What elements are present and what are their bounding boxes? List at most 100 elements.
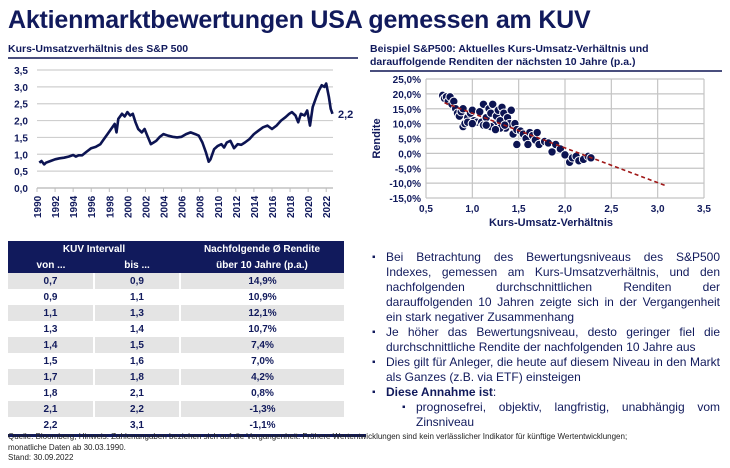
table-row: 1,4 1,5 7,4% bbox=[8, 337, 344, 353]
bullet-item: Je höher das Bewertungsniveau, desto ger… bbox=[372, 325, 720, 355]
y-tick-label: 2,5 bbox=[14, 100, 28, 111]
scatter-point bbox=[488, 99, 498, 109]
left-title-rule bbox=[8, 57, 358, 59]
x-tick-label: 2004 bbox=[160, 195, 171, 218]
bullet-item-assumption: Diese Annahme ist: bbox=[372, 385, 720, 400]
assumption-label: Diese Annahme ist bbox=[386, 385, 493, 399]
return-header-line1: Nachfolgende Ø Rendite bbox=[180, 241, 344, 257]
table-row: 0,9 1,1 10,9% bbox=[8, 289, 344, 305]
return-cell: 4,2% bbox=[180, 369, 344, 385]
table-row: 0,7 0,9 14,9% bbox=[8, 273, 344, 289]
kuv-from-cell: 1,8 bbox=[8, 385, 95, 401]
scatter-point bbox=[467, 118, 478, 129]
x-tick-label: 1998 bbox=[105, 195, 116, 218]
kuv-from-cell: 1,3 bbox=[8, 321, 95, 337]
return-cell: 10,7% bbox=[180, 321, 344, 337]
kuv-interval-header: KUV Intervall bbox=[8, 241, 180, 257]
kuv-to-cell: 1,4 bbox=[94, 321, 181, 337]
kuv-from-cell: 1,5 bbox=[8, 353, 95, 369]
x-tick-label: 2,5 bbox=[604, 204, 618, 215]
x-tick-label: 2006 bbox=[178, 195, 189, 218]
return-cell: -1,3% bbox=[180, 401, 344, 417]
kuv-from-cell: 1,4 bbox=[8, 337, 95, 353]
x-tick-label: 3,0 bbox=[651, 204, 665, 215]
x-tick-label: 2012 bbox=[232, 195, 243, 218]
kuv-to-cell: 1,1 bbox=[94, 289, 181, 305]
kuv-from-cell: 2,1 bbox=[8, 401, 95, 417]
table-row: 1,8 2,1 0,8% bbox=[8, 385, 344, 401]
scatter-title-line1: Beispiel S&P500: Aktuelles Kurs-Umsatz-V… bbox=[370, 43, 649, 55]
x-tick-label: 1,5 bbox=[512, 204, 526, 215]
x-tick-label: 2020 bbox=[304, 195, 315, 218]
x-tick-label: 2010 bbox=[214, 195, 225, 218]
bullet-item: Dies gilt für Anleger, die heute auf die… bbox=[372, 355, 720, 385]
x-tick-label: 2016 bbox=[268, 195, 279, 218]
scatter-point bbox=[490, 124, 501, 135]
page-title: Aktienmarktbewertungen USA gemessen am K… bbox=[8, 6, 591, 34]
y-axis-title: Rendite bbox=[371, 118, 383, 158]
key-points: Bei Betrachtung des Bewertungsniveaus de… bbox=[372, 250, 720, 430]
y-tick-label: 1,0 bbox=[14, 150, 28, 161]
kuv-from-cell: 0,9 bbox=[8, 289, 95, 305]
table-bottom-rule bbox=[8, 434, 366, 437]
scatter-point bbox=[532, 127, 542, 138]
source-footnote: Quelle: Bloomberg; Hinweis: Zahlenangabe… bbox=[8, 432, 627, 464]
y-tick-label: 1,5 bbox=[14, 133, 28, 144]
kuv-to-cell: 1,8 bbox=[94, 369, 181, 385]
table-row: 2,1 2,2 -1,3% bbox=[8, 401, 344, 417]
kuv-to-cell: 1,3 bbox=[94, 305, 181, 321]
kuv-to-cell: 1,6 bbox=[94, 353, 181, 369]
return-cell: 10,9% bbox=[180, 289, 344, 305]
x-tick-label: 2022 bbox=[322, 195, 333, 218]
kuv-to-cell: 0,9 bbox=[94, 273, 181, 289]
sub-bullet-item: prognosefrei, objektiv, langfristig, una… bbox=[402, 400, 720, 430]
x-tick-label: 2014 bbox=[250, 195, 261, 218]
x-tick-label: 2000 bbox=[123, 195, 134, 218]
kuv-to-cell: 2,2 bbox=[94, 401, 181, 417]
return-cell: 7,4% bbox=[180, 337, 344, 353]
line-chart-title: Kurs-Umsatzverhältnis des S&P 500 bbox=[8, 43, 189, 55]
return-cell: 14,9% bbox=[180, 273, 344, 289]
to-column-header: bis ... bbox=[94, 257, 180, 273]
x-tick-label: 2002 bbox=[141, 195, 152, 218]
y-tick-label: 2,0 bbox=[14, 117, 28, 128]
table-row: 1,1 1,3 12,1% bbox=[8, 305, 344, 321]
y-tick-label: 25,0% bbox=[393, 75, 421, 86]
x-tick-label: 2018 bbox=[286, 195, 297, 218]
assumption-colon: : bbox=[492, 385, 497, 399]
return-header-line2: über 10 Jahre (p.a.) bbox=[180, 257, 344, 273]
bullet-item: Bei Betrachtung des Bewertungsniveaus de… bbox=[372, 250, 720, 325]
y-tick-label: 3,5 bbox=[14, 66, 28, 77]
table-row: 1,3 1,4 10,7% bbox=[8, 321, 344, 337]
from-column-header: von ... bbox=[8, 257, 94, 273]
return-cell: -1,1% bbox=[180, 417, 344, 433]
kuv-to-cell: 1,5 bbox=[94, 337, 181, 353]
table-row: 1,7 1,8 4,2% bbox=[8, 369, 344, 385]
kuv-from-cell: 1,1 bbox=[8, 305, 95, 321]
kuv-from-cell: 2,2 bbox=[8, 417, 95, 433]
scatter-point bbox=[506, 105, 516, 115]
y-tick-label: 10,0% bbox=[393, 120, 421, 131]
end-value-label: 2,2 bbox=[338, 109, 353, 121]
kuv-from-cell: 0,7 bbox=[8, 273, 95, 289]
ps-line-chart: 0,0 0,5 1,0 1,5 2,0 2,5 3,0 3,5 1990 1992 1994 1996… bbox=[14, 66, 353, 218]
x-tick-label: 1996 bbox=[87, 195, 98, 218]
x-tick-label: 2008 bbox=[196, 195, 207, 218]
footnote-date: Stand: 30.09.2022 bbox=[8, 453, 74, 462]
scatter-point bbox=[547, 147, 557, 157]
table-row: 1,5 1,6 7,0% bbox=[8, 353, 344, 369]
x-tick-label: 1,0 bbox=[465, 204, 479, 215]
right-title-rule bbox=[370, 70, 722, 72]
table-row: 2,2 3,1 -1,1% bbox=[8, 417, 344, 433]
kuv-from-cell: 1,7 bbox=[8, 369, 95, 385]
kuv-return-table: KUV Intervall Nachfolgende Ø Rendite von… bbox=[8, 241, 366, 437]
y-tick-label: 3,0 bbox=[14, 83, 28, 94]
trendline bbox=[444, 102, 668, 187]
x-tick-label: 1990 bbox=[33, 195, 44, 218]
y-tick-label: 15,0% bbox=[393, 105, 421, 116]
y-tick-label: 5,0% bbox=[398, 135, 421, 146]
return-cell: 0,8% bbox=[180, 385, 344, 401]
y-tick-label: 0,0% bbox=[398, 149, 421, 160]
x-tick-label: 0,5 bbox=[419, 204, 433, 215]
x-tick-label: 1992 bbox=[51, 195, 62, 218]
